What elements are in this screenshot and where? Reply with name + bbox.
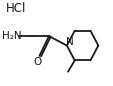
Text: N: N [66,37,73,47]
Text: H₂N: H₂N [2,31,22,41]
Text: HCl: HCl [6,2,26,15]
Text: O: O [33,57,41,67]
